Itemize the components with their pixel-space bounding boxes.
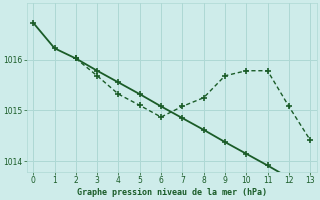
X-axis label: Graphe pression niveau de la mer (hPa): Graphe pression niveau de la mer (hPa) xyxy=(77,188,267,197)
